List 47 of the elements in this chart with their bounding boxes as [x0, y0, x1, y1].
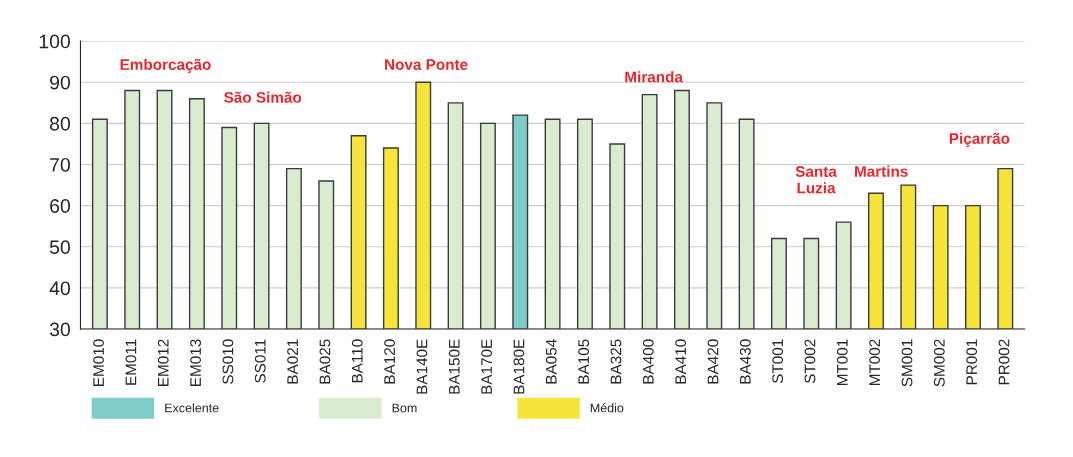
- x-tick-label: EM013: [190, 339, 201, 386]
- x-tick-label: BA325: [610, 339, 622, 384]
- x-tick-label: EM010: [93, 339, 104, 386]
- x-tick-label: BA410: [675, 339, 687, 384]
- x-tick-label: BA140E: [416, 339, 428, 394]
- y-tick-label: 40: [49, 281, 70, 296]
- x-tick-label: SS010: [222, 339, 234, 384]
- y-tick-label: 100: [39, 34, 70, 49]
- legend-label: Médio: [590, 403, 624, 413]
- x-tick-label: BA025: [319, 339, 331, 384]
- x-tick-label: SS011: [254, 339, 266, 383]
- y-tick-label: 90: [50, 75, 70, 90]
- x-tick-label: BA180E: [513, 339, 525, 394]
- y-tick-label: 80: [49, 116, 70, 131]
- x-tick-label: ST001: [772, 339, 784, 384]
- y-tick-label: 60: [50, 199, 70, 213]
- x-tick-label: BA110: [351, 339, 363, 383]
- annotation: Miranda: [625, 71, 684, 83]
- x-tick-label: SM002: [933, 339, 945, 387]
- x-tick-label: BA021: [287, 339, 298, 384]
- x-tick-label: BA420: [707, 339, 719, 384]
- annotation: Piçarrão: [949, 132, 1010, 147]
- annotation: Martins: [855, 165, 908, 177]
- x-tick-label: BA120: [384, 339, 396, 384]
- annotation: São Simão: [224, 91, 302, 103]
- legend-label: Bom: [392, 403, 417, 413]
- x-tick-label: EM011: [125, 339, 137, 385]
- x-tick-label: BA430: [739, 339, 751, 384]
- x-tick-label: BA400: [642, 339, 654, 384]
- y-tick-label: 50: [49, 240, 70, 255]
- annotation: Nova Ponte: [385, 59, 468, 70]
- annotation: Emborcação: [120, 58, 211, 74]
- x-tick-label: PR002: [998, 339, 1010, 385]
- x-tick-label: PR001: [966, 339, 978, 385]
- x-tick-label: MT002: [869, 339, 881, 386]
- x-tick-label: EM012: [157, 339, 169, 386]
- y-tick-label: 70: [50, 157, 70, 172]
- x-tick-label: BA054: [545, 339, 557, 384]
- annotation: Santa Luzia: [795, 166, 837, 194]
- legend-label: Excelente: [165, 403, 219, 413]
- x-tick-label: BA170E: [481, 339, 493, 394]
- x-tick-label: SM001: [901, 339, 913, 387]
- x-tick-label: ST002: [804, 339, 816, 384]
- x-tick-label: MT001: [836, 339, 848, 386]
- x-tick-label: BA105: [578, 339, 590, 384]
- y-tick-label: 30: [49, 322, 70, 337]
- x-tick-label: BA150E: [448, 339, 460, 394]
